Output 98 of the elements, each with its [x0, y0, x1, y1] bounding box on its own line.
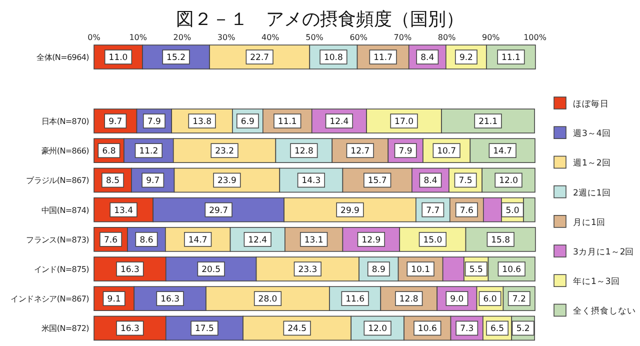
x-tick-label: 20% [173, 33, 192, 42]
x-tick-label: 10% [129, 33, 148, 42]
legend-label: 週1～2回 [573, 158, 611, 169]
data-label: 7.9 [147, 117, 161, 127]
data-label: 7.6 [460, 206, 474, 216]
data-label: 10.8 [324, 53, 343, 63]
data-label: 8.4 [424, 176, 438, 186]
x-tick-label: 80% [438, 33, 456, 42]
data-label: 9.2 [459, 53, 473, 63]
x-tick-label: 100% [524, 33, 547, 42]
data-label: 9.1 [107, 294, 121, 305]
data-label: 14.3 [302, 176, 321, 186]
data-label: 11.6 [346, 294, 365, 305]
y-tick-label: ブラジル(N=867) [26, 176, 90, 186]
data-label: 7.6 [104, 235, 118, 246]
x-tick-label: 40% [262, 33, 280, 42]
data-label: 12.0 [368, 324, 388, 334]
chart-title: 図２－１ アメの摂食頻度（国別） [176, 9, 464, 30]
data-label: 7.5 [458, 176, 472, 186]
data-label: 9.7 [108, 117, 122, 127]
data-label: 11.0 [108, 53, 128, 63]
data-label: 24.5 [288, 324, 307, 334]
x-tick-label: 70% [394, 33, 412, 42]
data-label: 7.3 [460, 324, 474, 334]
data-label: 12.8 [294, 146, 314, 157]
data-label: 10.7 [437, 146, 456, 157]
data-label: 29.7 [209, 206, 228, 216]
data-label: 6.9 [240, 117, 254, 127]
data-label: 5.5 [469, 265, 483, 275]
data-label: 9.7 [146, 176, 160, 186]
data-label: 12.4 [330, 117, 349, 127]
data-label: 17.5 [195, 324, 214, 334]
data-label: 12.0 [499, 176, 518, 186]
data-label: 17.0 [394, 117, 414, 127]
legend-label: 全く摂食しない [573, 306, 636, 317]
data-label: 23.2 [215, 146, 234, 157]
data-label: 29.9 [340, 206, 360, 216]
data-label: 15.0 [423, 235, 442, 246]
data-label: 20.5 [202, 265, 221, 275]
data-label: 7.9 [398, 146, 412, 157]
y-tick-label: フランス(N=873) [26, 235, 90, 244]
data-label: 11.7 [374, 53, 393, 63]
data-label: 14.7 [493, 146, 512, 157]
data-label: 10.1 [411, 265, 430, 275]
data-label: 5.2 [516, 324, 530, 334]
data-label: 9.0 [450, 294, 464, 305]
data-label: 8.4 [420, 53, 434, 63]
data-label: 12.9 [362, 235, 381, 246]
legend-label: 月に1回 [573, 218, 606, 228]
data-label: 11.2 [139, 146, 158, 157]
data-label: 8.6 [140, 235, 154, 246]
legend-label: 2週に1回 [573, 187, 611, 198]
data-label: 6.5 [490, 324, 504, 334]
data-label: 7.7 [426, 206, 440, 216]
data-label: 11.1 [501, 53, 520, 63]
y-tick-label: 日本(N=870) [42, 117, 90, 126]
data-label: 14.7 [188, 235, 208, 246]
data-label: 28.0 [258, 294, 278, 305]
legend-label: ほぼ毎日 [573, 98, 609, 110]
data-label: 12.8 [399, 294, 418, 305]
data-label: 7.2 [512, 294, 526, 305]
data-label: 6.8 [102, 146, 116, 157]
y-tick-label: 米国(N=872) [42, 324, 90, 334]
legend-label: 週3～4回 [573, 128, 611, 140]
legend-label: 3カ月に1～2回 [573, 248, 634, 258]
y-tick-label: 豪州(N=866) [42, 146, 90, 156]
y-tick-label: インドネシア(N=867) [10, 294, 90, 304]
y-tick-label: インド(N=875) [34, 265, 90, 274]
data-label: 8.5 [106, 176, 120, 186]
data-label: 5.0 [506, 206, 520, 216]
data-label: 10.6 [418, 324, 437, 334]
data-label: 23.3 [298, 265, 318, 275]
data-label: 12.4 [248, 235, 268, 246]
data-label: 12.7 [350, 146, 370, 157]
data-label: 22.7 [250, 53, 270, 63]
x-tick-label: 50% [306, 33, 324, 42]
data-label: 8.9 [372, 265, 386, 275]
x-tick-label: 0% [88, 33, 101, 42]
legend-label: 年に1～3回 [573, 276, 620, 288]
data-label: 6.0 [483, 294, 497, 305]
x-tick-label: 60% [350, 33, 368, 42]
data-label: 15.7 [368, 176, 387, 186]
data-label: 23.9 [217, 176, 236, 186]
y-tick-label: 中国(N=874) [42, 206, 90, 215]
data-label: 16.3 [120, 324, 140, 334]
data-label: 10.6 [502, 265, 522, 275]
data-label: 11.1 [278, 117, 297, 127]
data-label: 15.8 [491, 235, 510, 246]
x-tick-label: 90% [482, 33, 500, 42]
data-label: 15.2 [166, 53, 186, 63]
data-label: 13.4 [114, 206, 134, 216]
y-tick-label: 全体(N=6964) [36, 53, 90, 62]
data-label: 21.1 [478, 117, 498, 127]
data-label: 13.8 [192, 117, 212, 127]
data-label: 16.3 [120, 265, 140, 275]
data-label: 13.1 [304, 235, 324, 246]
x-tick-label: 30% [217, 33, 236, 42]
data-label: 16.3 [160, 294, 180, 305]
